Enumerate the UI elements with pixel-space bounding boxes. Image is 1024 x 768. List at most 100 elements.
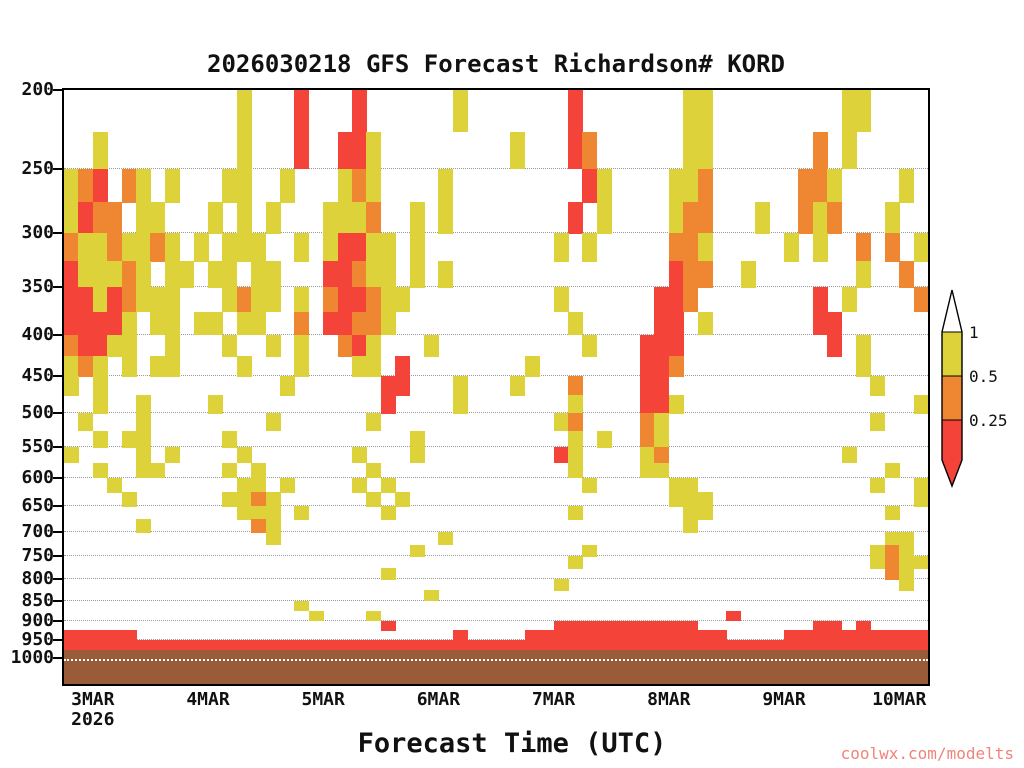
ri-cell [380, 505, 396, 520]
ri-cell [899, 544, 915, 558]
ri-cell [366, 462, 382, 479]
ri-cell [884, 462, 900, 479]
ri-cell [308, 639, 324, 647]
ri-cell [827, 645, 843, 651]
ri-cell [78, 287, 94, 313]
x-tick-label: 3MAR [71, 689, 115, 710]
ri-cell [841, 639, 857, 647]
ri-cell [755, 645, 771, 651]
ri-cell [496, 639, 511, 647]
ri-cell [899, 579, 915, 591]
ri-cell [452, 645, 468, 651]
ri-cell [640, 620, 655, 632]
terrain-fill [64, 650, 928, 658]
ri-cell [755, 202, 771, 234]
ri-cell [164, 356, 180, 377]
ri-cell [870, 376, 886, 396]
ri-cell [812, 645, 828, 651]
ri-cell [798, 645, 814, 651]
ri-cell [380, 233, 396, 262]
ri-cell [236, 311, 252, 336]
ri-cell [92, 645, 108, 651]
ri-cell [136, 645, 151, 651]
x-tick-label: 9MAR [762, 689, 806, 710]
ri-cell [193, 311, 209, 336]
ri-cell [251, 639, 267, 647]
ri-cell [697, 202, 713, 234]
ri-cell [697, 492, 713, 507]
ri-cell [683, 639, 699, 647]
ri-cell [251, 645, 267, 651]
y-tick-label: 400 [21, 323, 54, 345]
ri-cell [568, 556, 583, 569]
ri-cell [236, 287, 252, 313]
ri-cell [884, 202, 900, 234]
ri-cell [827, 334, 843, 357]
ri-cell [121, 261, 137, 289]
pressure-gridline [64, 232, 928, 234]
ri-cell [366, 639, 382, 647]
pressure-gridline [64, 333, 928, 335]
ri-cell [366, 131, 382, 170]
ri-cell [654, 462, 670, 479]
ri-cell [884, 505, 900, 520]
ri-cell [856, 356, 871, 377]
ri-cell [841, 287, 857, 313]
ri-cell [323, 233, 339, 262]
ri-cell [568, 430, 583, 448]
ri-cell [294, 334, 310, 357]
ri-cell [294, 505, 310, 520]
ri-cell [265, 492, 281, 507]
ri-cell [683, 645, 699, 651]
ri-cell [136, 261, 151, 289]
chart-title: 2026030218 GFS Forecast Richardson# KORD [207, 50, 785, 78]
ri-cell [870, 645, 886, 651]
ri-cell [294, 600, 310, 612]
y-tick-label: 250 [21, 157, 54, 179]
ri-cell [697, 168, 713, 203]
ri-cell [294, 645, 310, 651]
ri-cell [712, 639, 727, 647]
ri-cell [625, 630, 641, 641]
ri-cell [78, 233, 94, 262]
ri-cell [568, 505, 583, 520]
y-tick-mark [53, 232, 62, 235]
ri-cell [884, 556, 900, 569]
ri-cell [784, 233, 799, 262]
ri-cell [582, 639, 598, 647]
ri-cell [568, 90, 583, 133]
ri-cell [92, 202, 108, 234]
ri-cell [280, 639, 295, 647]
ri-cell [236, 639, 252, 647]
ri-cell [812, 287, 828, 313]
ri-cell [352, 477, 367, 493]
ri-cell [755, 639, 771, 647]
ri-cell [697, 645, 713, 651]
y-tick-mark [53, 531, 62, 534]
ri-cell [352, 90, 367, 133]
ri-cell [683, 287, 699, 313]
ri-cell [899, 556, 915, 569]
ri-cell [438, 645, 454, 651]
legend-colorbar-svg: 1 0.5 0.25 [941, 289, 1008, 488]
ri-cell [352, 334, 367, 357]
y-tick-label: 350 [21, 276, 54, 298]
ri-cell [380, 477, 396, 493]
ri-cell [553, 447, 569, 464]
ri-cell [78, 261, 94, 289]
ri-cell [568, 202, 583, 234]
ri-cell [294, 287, 310, 313]
ri-cell [870, 413, 886, 432]
ri-cell [568, 630, 583, 641]
ri-cell [668, 630, 684, 641]
ri-cell [582, 620, 598, 632]
ri-cell [78, 356, 94, 377]
ri-cell [265, 413, 281, 432]
ri-cell [697, 233, 713, 262]
ri-cell [280, 477, 295, 493]
ri-cell [769, 645, 785, 651]
x-tick-label: 10MAR [872, 689, 927, 710]
ri-cell [424, 590, 439, 602]
pressure-gridline [64, 619, 928, 621]
ri-cell [352, 168, 367, 203]
